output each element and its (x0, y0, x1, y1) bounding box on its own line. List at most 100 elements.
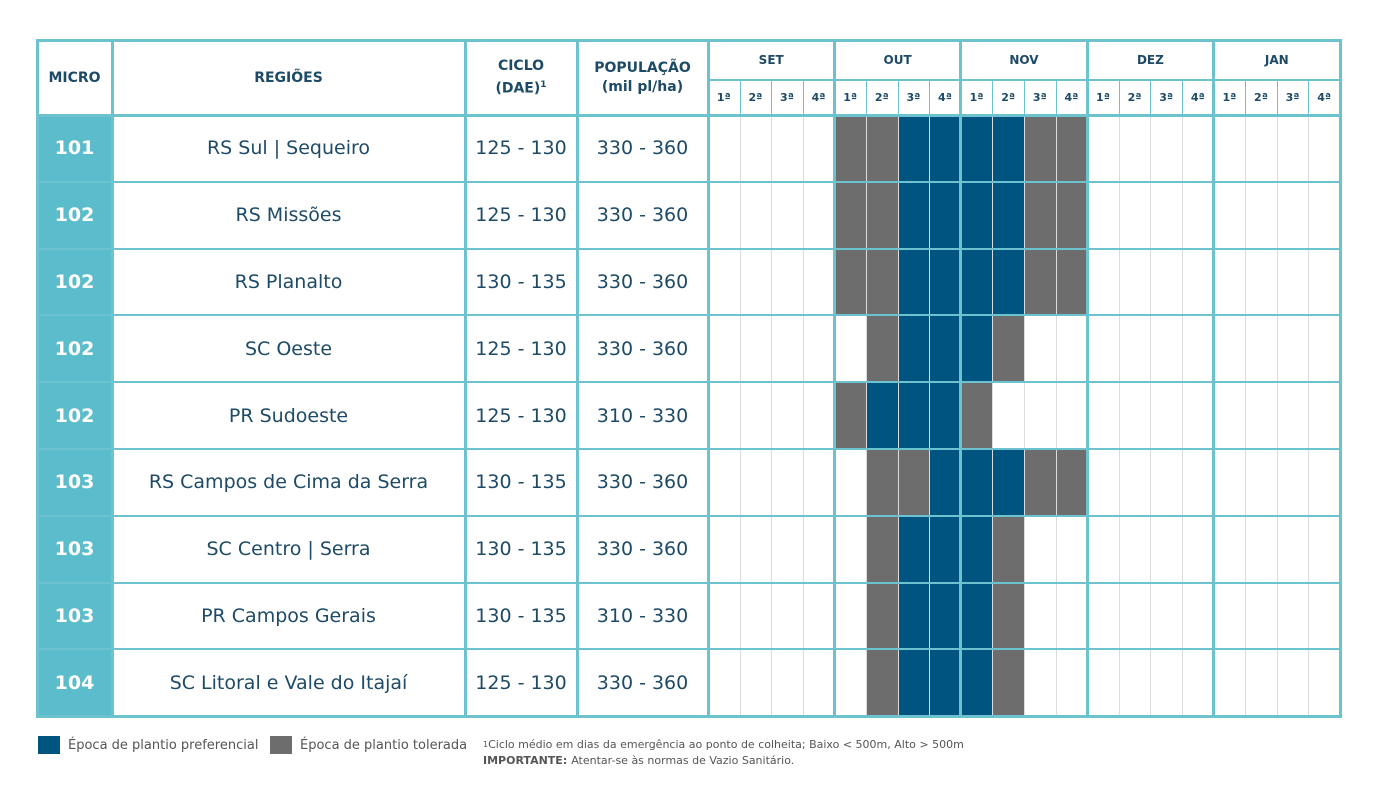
region-cell: RS Planalto (234, 270, 343, 293)
region-cell: RS Campos de Cima da Serra (148, 471, 429, 494)
period-cell (960, 515, 993, 583)
month-label: DEZ (1136, 53, 1164, 67)
week-label: 4ª (938, 91, 952, 104)
period-cell (992, 248, 1025, 316)
period-cell (834, 248, 867, 316)
grid-line (575, 40, 579, 717)
grid-line (1276, 115, 1278, 717)
period-cell (866, 515, 899, 583)
week-label: 4ª (1190, 91, 1205, 104)
population-cell: 330 - 360 (596, 538, 689, 561)
region-cell: PR Sudoeste (228, 404, 349, 427)
grid-line (802, 80, 804, 115)
period-cell (1024, 449, 1057, 516)
header-population: POPULAÇÃO (mil pl/ha) (577, 40, 708, 115)
week-label: 3ª (906, 91, 921, 104)
period-cell (929, 315, 962, 383)
population-cell: 330 - 360 (596, 471, 689, 494)
footnote-important: IMPORTANTE: (483, 753, 568, 767)
grid-line (739, 115, 741, 717)
week-label: 2ª (874, 91, 889, 104)
grid-line (1085, 40, 1089, 717)
population-cell: 330 - 360 (596, 204, 689, 227)
period-cell (1024, 248, 1057, 316)
grid-line (37, 113, 1340, 117)
week-label: 2ª (748, 91, 763, 104)
period-cell (929, 582, 962, 650)
grid-line (706, 40, 710, 717)
legend-label: Época de plantio tolerada (300, 737, 468, 753)
grid-line (37, 448, 1340, 450)
grid-line (771, 115, 773, 717)
population-cell: 330 - 360 (596, 270, 689, 293)
grid-line (1308, 80, 1310, 115)
period-cell (960, 181, 993, 249)
period-cell (866, 382, 899, 449)
period-cell (960, 115, 993, 182)
cycle-cell: 125 - 130 (475, 404, 567, 427)
period-cell (960, 315, 993, 383)
period-cell (897, 582, 930, 650)
period-cell (1055, 181, 1088, 249)
cycle-cell: 125 - 130 (475, 337, 567, 360)
grid-line (1182, 115, 1183, 717)
header-text: (DAE)1 (495, 76, 546, 99)
period-cell (897, 515, 930, 583)
period-cell (834, 382, 867, 449)
grid-line (37, 514, 1340, 517)
grid-line (37, 180, 1340, 183)
period-cell (992, 649, 1025, 717)
legend-swatch (270, 736, 292, 754)
period-cell (929, 382, 962, 449)
week-label: 1ª (1222, 91, 1237, 104)
grid-line (897, 115, 899, 717)
grid-line (1118, 80, 1120, 115)
grid-line (1055, 80, 1057, 115)
period-cell (960, 582, 993, 650)
grid-line (463, 40, 467, 717)
grid-line (1338, 40, 1342, 717)
footnote: IMPORTANTE: Atentar-se às normas de Vazio… (483, 752, 1183, 768)
period-cell (992, 449, 1025, 516)
period-cell (897, 248, 930, 316)
region-cell: RS Sul | Sequeiro (206, 137, 370, 160)
grid-line (866, 80, 867, 115)
cycle-cell: 125 - 130 (475, 137, 567, 160)
region-cell: PR Campos Gerais (201, 604, 376, 627)
micro-cell: 104 (37, 649, 112, 717)
period-cell (1055, 248, 1088, 316)
grid-line (35, 38, 1342, 42)
period-cell (1055, 115, 1088, 182)
grid-line (1182, 80, 1183, 115)
grid-line (1024, 80, 1025, 115)
period-cell (992, 181, 1025, 249)
period-cell (897, 449, 930, 516)
period-cell (929, 649, 962, 717)
period-cell (897, 181, 930, 249)
cycle-cell: 130 - 135 (475, 270, 567, 293)
micro-cell: 103 (37, 582, 112, 650)
period-cell (866, 315, 899, 383)
micro-cell: 103 (37, 515, 112, 583)
grid-line (1245, 80, 1247, 115)
grid-line (35, 40, 39, 717)
grid-line (771, 80, 773, 115)
month-label: OUT (883, 53, 912, 67)
micro-cell: 103 (37, 449, 112, 516)
week-label: 2ª (1254, 91, 1268, 104)
population-cell: 310 - 330 (596, 404, 689, 427)
footnote-mark: 1 (483, 739, 489, 749)
period-cell (960, 248, 993, 316)
grid-line (1150, 80, 1152, 115)
grid-line (959, 40, 963, 717)
week-label: 3ª (1285, 91, 1300, 104)
legend-swatch (38, 736, 60, 754)
grid-line (1024, 115, 1025, 717)
footnote-mark: 1 (540, 79, 547, 90)
period-cell (992, 515, 1025, 583)
grid-line (1150, 115, 1152, 717)
cycle-cell: 130 - 135 (475, 604, 567, 627)
period-cell (992, 582, 1025, 650)
grid-line (1245, 115, 1247, 717)
